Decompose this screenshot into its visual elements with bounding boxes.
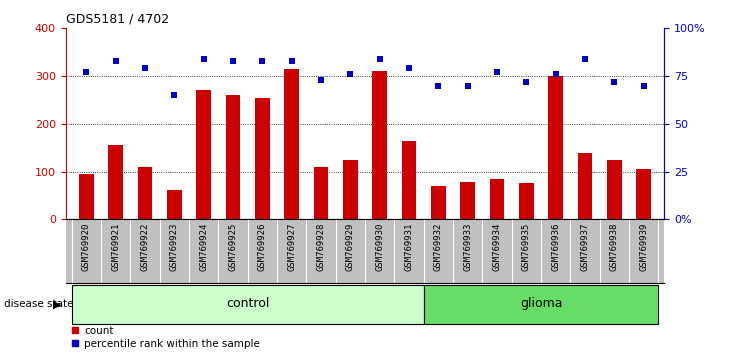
Bar (226, 95, 240, 219)
Point (345, 72, 356, 77)
Point (520, 79, 532, 85)
Text: GSM769928: GSM769928 (317, 223, 326, 271)
Point (403, 65, 415, 71)
Text: GSM769924: GSM769924 (199, 223, 208, 271)
Bar (167, 190, 182, 219)
Text: disease state: disease state (4, 299, 73, 309)
Bar (402, 141, 416, 219)
Text: GSM769922: GSM769922 (140, 223, 150, 271)
Text: GSM769920: GSM769920 (82, 223, 91, 271)
Bar (461, 182, 475, 219)
Bar (137, 167, 153, 219)
Point (315, 77, 327, 83)
Text: GSM769931: GSM769931 (404, 223, 413, 271)
Point (286, 58, 298, 64)
Legend: count, percentile rank within the sample: count, percentile rank within the sample (71, 326, 261, 349)
Text: ▶: ▶ (53, 299, 62, 309)
Text: control: control (226, 297, 269, 310)
Bar (577, 153, 593, 219)
Text: GSM769937: GSM769937 (580, 223, 590, 271)
Bar (79, 174, 93, 219)
Text: GDS5181 / 4702: GDS5181 / 4702 (66, 13, 169, 26)
Text: GSM769935: GSM769935 (522, 223, 531, 271)
Text: GSM769927: GSM769927 (287, 223, 296, 271)
Point (550, 72, 561, 77)
Text: GSM769933: GSM769933 (464, 223, 472, 271)
Bar (284, 69, 299, 219)
Text: GSM769934: GSM769934 (493, 223, 502, 271)
Bar (255, 98, 269, 219)
Bar (372, 72, 387, 219)
Bar (196, 91, 211, 219)
Point (491, 69, 503, 75)
Point (374, 56, 385, 62)
Bar (423, 285, 658, 324)
Text: GSM769932: GSM769932 (434, 223, 443, 271)
Text: GSM769930: GSM769930 (375, 223, 384, 271)
Point (256, 58, 268, 64)
Bar (490, 179, 504, 219)
Text: GSM769936: GSM769936 (551, 223, 560, 271)
Point (638, 83, 650, 88)
Point (169, 92, 180, 98)
Bar (431, 186, 446, 219)
Bar (108, 145, 123, 219)
Point (462, 83, 474, 88)
Text: GSM769925: GSM769925 (228, 223, 237, 271)
Point (198, 56, 210, 62)
Point (432, 83, 444, 88)
Bar (519, 183, 534, 219)
Text: GSM769923: GSM769923 (170, 223, 179, 271)
Bar (548, 76, 563, 219)
Bar (72, 285, 423, 324)
Point (139, 65, 151, 71)
Text: GSM769926: GSM769926 (258, 223, 266, 271)
Text: GSM769938: GSM769938 (610, 223, 619, 271)
Text: GSM769921: GSM769921 (111, 223, 120, 271)
Bar (607, 160, 622, 219)
Point (110, 58, 121, 64)
Text: GSM769939: GSM769939 (639, 223, 648, 271)
Point (227, 58, 239, 64)
Point (609, 79, 620, 85)
Bar (637, 169, 651, 219)
Bar (314, 167, 328, 219)
Bar (343, 160, 358, 219)
Point (80, 69, 92, 75)
Text: glioma: glioma (520, 297, 562, 310)
Text: GSM769929: GSM769929 (346, 223, 355, 271)
Point (579, 56, 591, 62)
